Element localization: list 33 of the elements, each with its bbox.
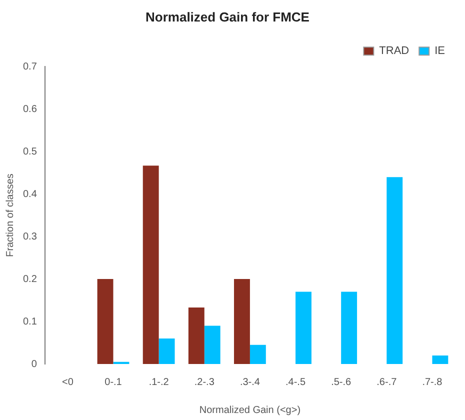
x-tick-label: .3-.4 xyxy=(240,376,260,388)
x-tick-label: .1-.2 xyxy=(148,376,170,388)
y-tick-label: 0 xyxy=(31,358,38,370)
y-tick-label: 0.5 xyxy=(22,146,38,158)
bar xyxy=(296,292,312,364)
chart-title: Normalized Gain for FMCE xyxy=(146,9,310,24)
legend-label: IE xyxy=(434,45,446,58)
x-tick-label: .2-.3 xyxy=(194,376,215,388)
x-axis-title: Normalized Gain (<g>) xyxy=(199,404,301,416)
y-tick-label: 0.1 xyxy=(22,316,38,328)
x-tick-label: .5-.6 xyxy=(331,376,352,388)
x-tick-label: .4-.5 xyxy=(286,376,306,388)
x-tick-label: 0-.1 xyxy=(104,376,122,388)
x-tick-label: .7-.8 xyxy=(422,376,443,388)
x-tick-label: <0 xyxy=(62,376,74,388)
y-tick-label: 0.7 xyxy=(22,61,38,72)
bar xyxy=(188,307,204,364)
y-tick-label: 0.3 xyxy=(22,231,38,242)
bar xyxy=(386,177,403,364)
y-tick-label: 0.2 xyxy=(22,274,38,285)
bar xyxy=(250,344,266,364)
x-tick-label: .6-.7 xyxy=(376,376,398,388)
y-axis-title: Fraction of classes xyxy=(4,174,16,257)
y-tick-label: 0.6 xyxy=(22,104,38,115)
bar xyxy=(158,338,175,364)
bar xyxy=(204,326,220,364)
bar xyxy=(341,292,358,364)
bar xyxy=(97,279,114,364)
bar xyxy=(432,356,448,364)
bar xyxy=(234,279,250,364)
legend-label: TRAD xyxy=(379,45,410,58)
bar xyxy=(142,166,159,364)
y-tick-label: 0.4 xyxy=(22,188,38,200)
